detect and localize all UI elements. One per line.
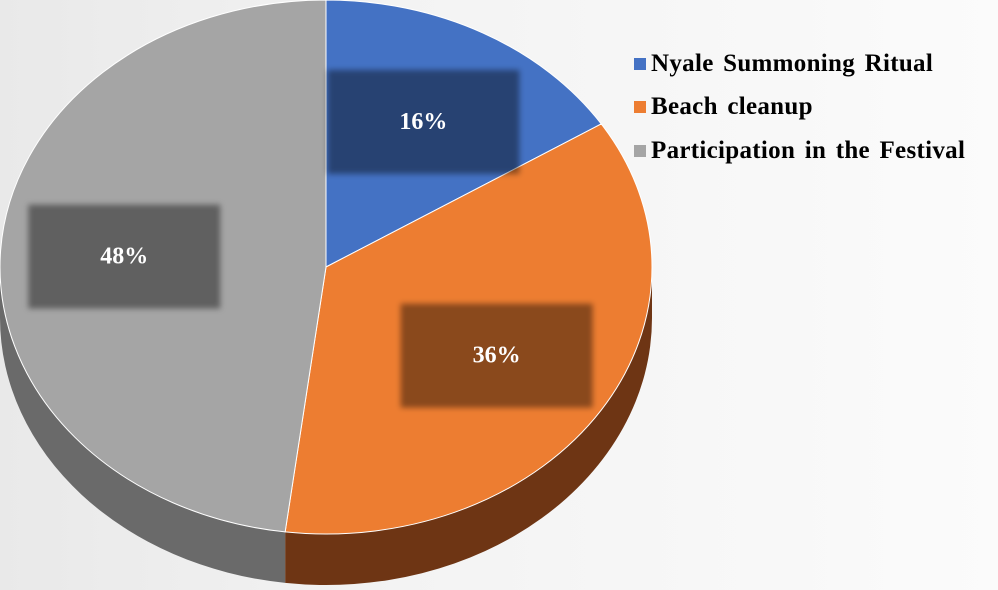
legend-swatch — [634, 57, 646, 70]
legend-label: Nyale Summoning Ritual — [651, 49, 934, 77]
data-label-participation-in-the-festival: 48% — [100, 244, 148, 270]
legend: Nyale Summoning Ritual Beach cleanup Par… — [634, 42, 965, 173]
legend-item-beach-cleanup: Beach cleanup — [634, 86, 965, 130]
data-label-box — [400, 303, 593, 408]
pie-side-beach-cleanup — [285, 267, 652, 585]
legend-item-participation-in-the-festival: Participation in the Festival — [634, 129, 965, 173]
pie-side-participation-in-the-festival — [0, 267, 286, 583]
legend-label: Beach cleanup — [651, 93, 813, 121]
data-label-box — [28, 204, 221, 309]
legend-swatch — [634, 101, 646, 114]
legend-label: Participation in the Festival — [651, 136, 966, 164]
data-label-nyale-summoning-ritual: 16% — [399, 109, 447, 135]
legend-item-nyale-summoning-ritual: Nyale Summoning Ritual — [634, 42, 965, 86]
data-label-beach-cleanup: 36% — [473, 343, 521, 369]
data-label-box — [327, 69, 520, 174]
legend-swatch — [634, 144, 646, 157]
